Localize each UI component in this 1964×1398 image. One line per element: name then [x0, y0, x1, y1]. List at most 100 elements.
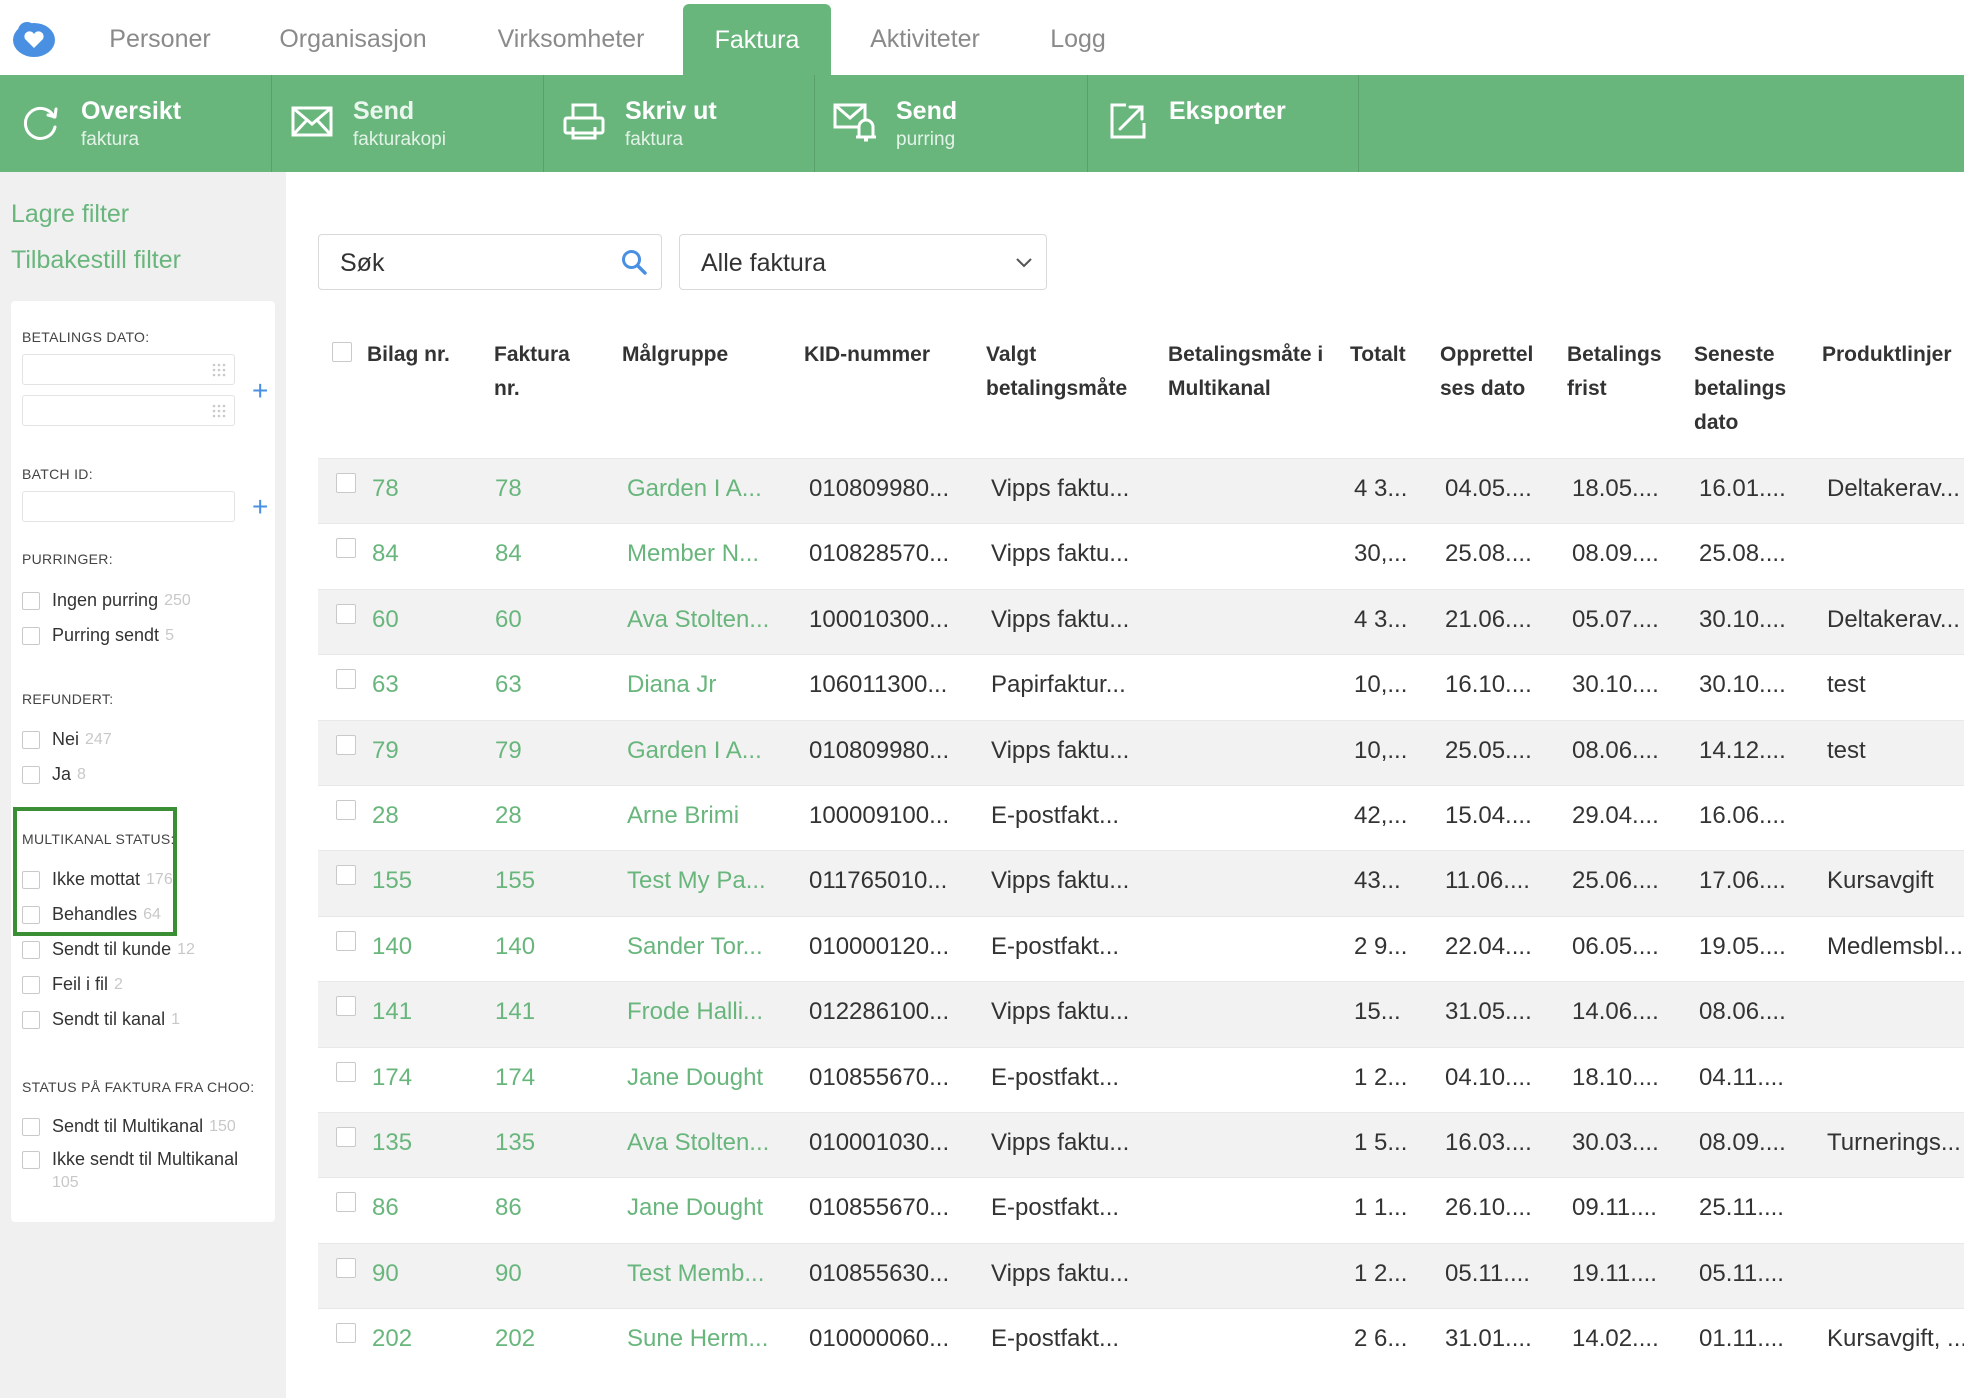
- cell-faktura-nr[interactable]: 140: [495, 932, 536, 960]
- table-row[interactable]: 78 78 Garden I A... 010809980... Vipps faktu…: [318, 458, 1964, 524]
- add-batch-id-icon[interactable]: +: [252, 491, 269, 522]
- checkbox-ikke-mottat[interactable]: Ikke mottat 176: [22, 869, 173, 890]
- search-input[interactable]: Søk: [318, 234, 662, 290]
- checkbox-sendt-til-kanal[interactable]: Sendt til kanal 1: [22, 1009, 180, 1030]
- checkbox[interactable]: [22, 1010, 40, 1029]
- table-row[interactable]: 141 141 Frode Halli... 012286100... Vipps fa…: [318, 981, 1964, 1047]
- cell-faktura-nr[interactable]: 174: [495, 1063, 536, 1091]
- row-checkbox[interactable]: [336, 473, 356, 493]
- cell-bilag-nr[interactable]: 135: [372, 1128, 413, 1156]
- send-invoice-copy-button[interactable]: Send fakturakopi: [272, 75, 544, 172]
- cell-malgruppe[interactable]: Garden I A...: [627, 475, 762, 502]
- checkbox[interactable]: [22, 975, 40, 994]
- checkbox[interactable]: [22, 1117, 40, 1136]
- header-totalt[interactable]: Totalt: [1350, 343, 1406, 366]
- cell-bilag-nr[interactable]: 90: [372, 1259, 399, 1287]
- checkbox-refundert-ja[interactable]: Ja 8: [22, 764, 86, 785]
- cell-faktura-nr[interactable]: 90: [495, 1259, 522, 1287]
- cell-malgruppe[interactable]: Ava Stolten...: [627, 605, 770, 633]
- cell-faktura-nr[interactable]: 141: [495, 998, 536, 1026]
- batch-id-input[interactable]: [22, 491, 235, 522]
- row-checkbox[interactable]: [336, 865, 356, 886]
- cell-malgruppe[interactable]: Member N...: [627, 540, 760, 568]
- header-betalingsfrist[interactable]: Betalings frist: [1567, 343, 1662, 400]
- reset-filter-link[interactable]: Tilbakestill filter: [11, 246, 181, 274]
- table-row[interactable]: 79 79 Garden I A... 010809980... Vipps faktu…: [318, 719, 1964, 785]
- cell-malgruppe[interactable]: Garden I A...: [627, 736, 762, 764]
- cell-faktura-nr[interactable]: 63: [495, 671, 522, 699]
- table-row[interactable]: 60 60 Ava Stolten... 100010300... Vipps fakt…: [318, 588, 1964, 655]
- header-produktlinjer[interactable]: Produktlinjer: [1822, 343, 1952, 366]
- select-all-checkbox[interactable]: [332, 342, 352, 362]
- table-row[interactable]: 140 140 Sander Tor... 010000120... E-postfak…: [318, 915, 1964, 981]
- cell-bilag-nr[interactable]: 155: [372, 867, 413, 895]
- add-payment-date-icon[interactable]: +: [252, 375, 269, 406]
- header-seneste-betalingsdato[interactable]: Seneste betalings dato: [1694, 343, 1787, 434]
- checkbox[interactable]: [22, 870, 40, 889]
- tab-personer[interactable]: Personer: [109, 25, 211, 53]
- cell-faktura-nr[interactable]: 78: [495, 475, 522, 502]
- table-row[interactable]: 63 63 Diana Jr 106011300... Papirfaktur... 10…: [318, 654, 1964, 719]
- cell-bilag-nr[interactable]: 141: [372, 998, 413, 1026]
- checkbox-feil-i-fil[interactable]: Feil i fil 2: [22, 974, 123, 995]
- payment-date-from-input[interactable]: [22, 354, 235, 385]
- checkbox[interactable]: [22, 626, 40, 645]
- checkbox[interactable]: [22, 591, 40, 610]
- tab-aktiviteter[interactable]: Aktiviteter: [870, 25, 980, 53]
- save-filter-link[interactable]: Lagre filter: [11, 200, 130, 228]
- header-faktura-nr[interactable]: Faktura nr.: [494, 343, 570, 400]
- cell-malgruppe[interactable]: Frode Halli...: [627, 998, 764, 1026]
- tab-faktura[interactable]: Faktura: [683, 4, 831, 75]
- checkbox-ikke-sendt-til-multikanal[interactable]: Ikke sendt til Multikanal: [22, 1149, 238, 1170]
- cell-malgruppe[interactable]: Test My Pa...: [627, 867, 766, 895]
- tab-virksomheter[interactable]: Virksomheter: [497, 25, 645, 53]
- cell-bilag-nr[interactable]: 79: [372, 736, 399, 764]
- checkbox-sendt-til-kunde[interactable]: Sendt til kunde 12: [22, 939, 195, 960]
- cell-malgruppe[interactable]: Test Memb...: [627, 1259, 765, 1287]
- checkbox-behandles[interactable]: Behandles 64: [22, 904, 161, 925]
- cell-malgruppe[interactable]: Sune Herm...: [627, 1325, 769, 1353]
- cell-faktura-nr[interactable]: 135: [495, 1128, 536, 1156]
- cell-bilag-nr[interactable]: 140: [372, 932, 413, 960]
- cell-bilag-nr[interactable]: 84: [372, 540, 399, 568]
- table-row[interactable]: 135 135 Ava Stolten... 010001030... Vipps fa…: [318, 1111, 1964, 1178]
- cell-bilag-nr[interactable]: 78: [372, 475, 399, 502]
- cell-faktura-nr[interactable]: 28: [495, 801, 522, 829]
- cell-faktura-nr[interactable]: 84: [495, 540, 522, 568]
- row-checkbox[interactable]: [336, 734, 356, 755]
- row-checkbox[interactable]: [336, 1192, 356, 1213]
- header-malgruppe[interactable]: Målgruppe: [622, 343, 729, 366]
- cell-malgruppe[interactable]: Ava Stolten...: [627, 1128, 770, 1156]
- cell-faktura-nr[interactable]: 86: [495, 1194, 522, 1222]
- cell-malgruppe[interactable]: Jane Dought: [627, 1063, 764, 1091]
- row-checkbox[interactable]: [336, 1126, 356, 1147]
- checkbox-purring-sendt[interactable]: Purring sendt 5: [22, 625, 174, 646]
- cell-malgruppe[interactable]: Arne Brimi: [627, 801, 740, 829]
- cell-bilag-nr[interactable]: 86: [372, 1194, 399, 1222]
- header-valgt-betalingsmate[interactable]: Valgt betalingsmåte: [986, 343, 1128, 400]
- cell-bilag-nr[interactable]: 202: [372, 1325, 413, 1353]
- row-checkbox[interactable]: [336, 1257, 356, 1278]
- row-checkbox[interactable]: [336, 799, 356, 820]
- checkbox[interactable]: [22, 1150, 40, 1169]
- cell-bilag-nr[interactable]: 174: [372, 1063, 413, 1091]
- print-invoice-button[interactable]: Skriv ut faktura: [544, 75, 815, 172]
- header-bilag-nr[interactable]: Bilag nr.: [367, 343, 450, 366]
- checkbox-refundert-nei[interactable]: Nei 247: [22, 729, 112, 750]
- payment-date-to-input[interactable]: [22, 395, 235, 426]
- row-checkbox[interactable]: [336, 996, 356, 1017]
- cell-faktura-nr[interactable]: 60: [495, 605, 522, 633]
- cell-faktura-nr[interactable]: 202: [495, 1325, 536, 1353]
- search-icon[interactable]: [621, 249, 647, 275]
- row-checkbox[interactable]: [336, 1061, 356, 1082]
- table-row[interactable]: 174 174 Jane Dought 010855670... E-postfakt.…: [318, 1046, 1964, 1112]
- row-checkbox[interactable]: [336, 1323, 356, 1344]
- table-row[interactable]: 28 28 Arne Brimi 100009100... E-postfakt... 4…: [318, 784, 1964, 850]
- table-row[interactable]: 86 86 Jane Dought 010855670... E-postfakt...…: [318, 1177, 1964, 1242]
- table-row[interactable]: 155 155 Test My Pa... 011765010... Vipps fak…: [318, 850, 1964, 916]
- cell-bilag-nr[interactable]: 28: [372, 801, 399, 829]
- checkbox[interactable]: [22, 940, 40, 959]
- cell-bilag-nr[interactable]: 60: [372, 605, 399, 633]
- row-checkbox[interactable]: [336, 538, 356, 559]
- export-button[interactable]: Eksporter: [1088, 75, 1359, 172]
